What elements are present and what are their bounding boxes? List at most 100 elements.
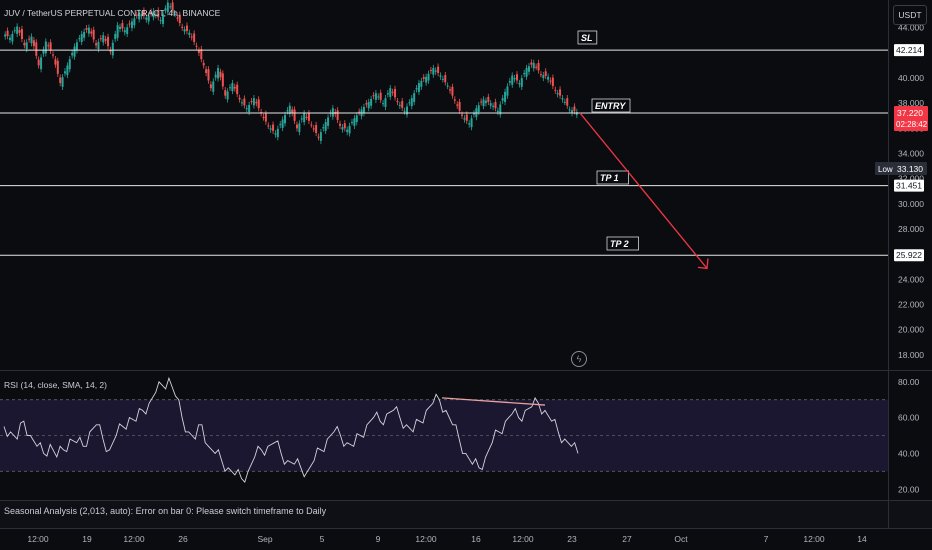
- candle-body: [322, 127, 325, 129]
- candle-body: [183, 29, 186, 32]
- candle-body: [472, 113, 475, 115]
- low-marker-label: Low: [878, 165, 893, 174]
- rsi-tick-label: 20.00: [898, 484, 920, 494]
- candle-body: [405, 106, 408, 115]
- candle-body: [66, 65, 69, 76]
- candle-body: [446, 85, 449, 87]
- candle-body: [52, 54, 55, 56]
- x-tick-label: 23: [567, 534, 577, 544]
- candle-body: [138, 12, 141, 20]
- candle-body: [391, 91, 394, 93]
- candle-body: [214, 74, 217, 78]
- candle-body: [281, 119, 284, 128]
- candle-body: [432, 67, 435, 75]
- candle-body: [166, 2, 169, 13]
- candle-body: [496, 110, 499, 113]
- candle-body: [556, 93, 559, 95]
- level-label-box: [596, 170, 630, 185]
- candle-body: [8, 37, 11, 40]
- candle-body: [257, 99, 260, 109]
- candle-body: [219, 71, 222, 78]
- candle-body: [4, 34, 7, 37]
- candle-body: [511, 75, 514, 85]
- rsi-indicator-title: RSI (14, close, SMA, 14, 2): [4, 380, 107, 390]
- level-price-tag: 31.451: [896, 181, 922, 191]
- candle-body: [535, 66, 538, 68]
- x-tick-label: 12:00: [27, 534, 49, 544]
- level-price-tag-bg: [894, 179, 924, 192]
- projection-arrow-head: [697, 258, 709, 270]
- candle-body: [415, 88, 418, 90]
- candle-body: [152, 11, 155, 18]
- candle-body: [537, 62, 540, 71]
- candle-body: [382, 103, 385, 105]
- candle-body: [417, 83, 420, 92]
- candle-body: [13, 30, 16, 32]
- candle-body: [130, 21, 133, 29]
- projection-arrow-line: [579, 112, 708, 269]
- candle-body: [484, 100, 487, 104]
- rsi-tick-label: 60.00: [898, 413, 920, 423]
- candle-body: [549, 80, 552, 82]
- y-tick-label: 34.000: [898, 149, 924, 159]
- current-price-countdown: 02:28:42: [896, 120, 928, 129]
- candle-body: [384, 98, 387, 107]
- candle-body: [97, 41, 100, 50]
- y-tick-label: 22.000: [898, 300, 924, 310]
- candle-body: [133, 18, 136, 26]
- candle-body: [162, 14, 165, 24]
- y-tick-label: 28.000: [898, 224, 924, 234]
- candle-body: [87, 27, 90, 34]
- candle-body: [451, 86, 454, 96]
- candle-body: [73, 46, 76, 57]
- candle-body: [11, 33, 14, 42]
- candle-body: [205, 69, 208, 73]
- candle-body: [68, 59, 71, 70]
- candle-body: [171, 2, 174, 11]
- candle-body: [377, 96, 380, 98]
- currency-button[interactable]: USDT: [893, 5, 927, 25]
- candle-body: [30, 36, 33, 44]
- candle-body: [147, 15, 150, 22]
- candle-body: [300, 118, 303, 120]
- candle-body: [102, 35, 105, 43]
- candle-body: [573, 106, 576, 112]
- candle-body: [530, 62, 533, 65]
- candle-body: [28, 38, 31, 40]
- candle-body: [56, 60, 59, 74]
- candle-body: [362, 106, 365, 114]
- candle-body: [159, 20, 162, 22]
- candle-body: [293, 109, 296, 121]
- candle-body: [262, 117, 265, 119]
- x-tick-label: 12:00: [415, 534, 437, 544]
- candle-body: [487, 96, 490, 102]
- candle-body: [520, 78, 523, 87]
- candle-body: [236, 84, 239, 94]
- candle-body: [109, 49, 112, 52]
- candle-body: [295, 124, 298, 129]
- candle-body: [336, 110, 339, 120]
- current-price-tag-bg: [894, 106, 928, 132]
- candle-body: [499, 104, 502, 115]
- candle-body: [547, 76, 550, 80]
- candle-body: [197, 50, 200, 53]
- candle-body: [532, 62, 535, 69]
- candle-body: [61, 77, 64, 87]
- candle-body: [181, 26, 184, 28]
- level-label-box: [606, 236, 640, 251]
- candle-body: [571, 110, 574, 114]
- candle-body: [327, 117, 330, 126]
- candle-body: [559, 89, 562, 96]
- candle-body: [245, 108, 248, 110]
- candle-body: [367, 101, 370, 109]
- candle-body: [23, 42, 26, 46]
- level-label-sl: SL: [581, 33, 593, 43]
- candle-body: [401, 101, 404, 108]
- candle-body: [348, 125, 351, 134]
- x-tick-label: 5: [320, 534, 325, 544]
- candle-body: [248, 104, 251, 113]
- flash-icon[interactable]: ϟ: [571, 351, 587, 367]
- candle-body: [128, 23, 131, 25]
- candle-body: [231, 83, 234, 92]
